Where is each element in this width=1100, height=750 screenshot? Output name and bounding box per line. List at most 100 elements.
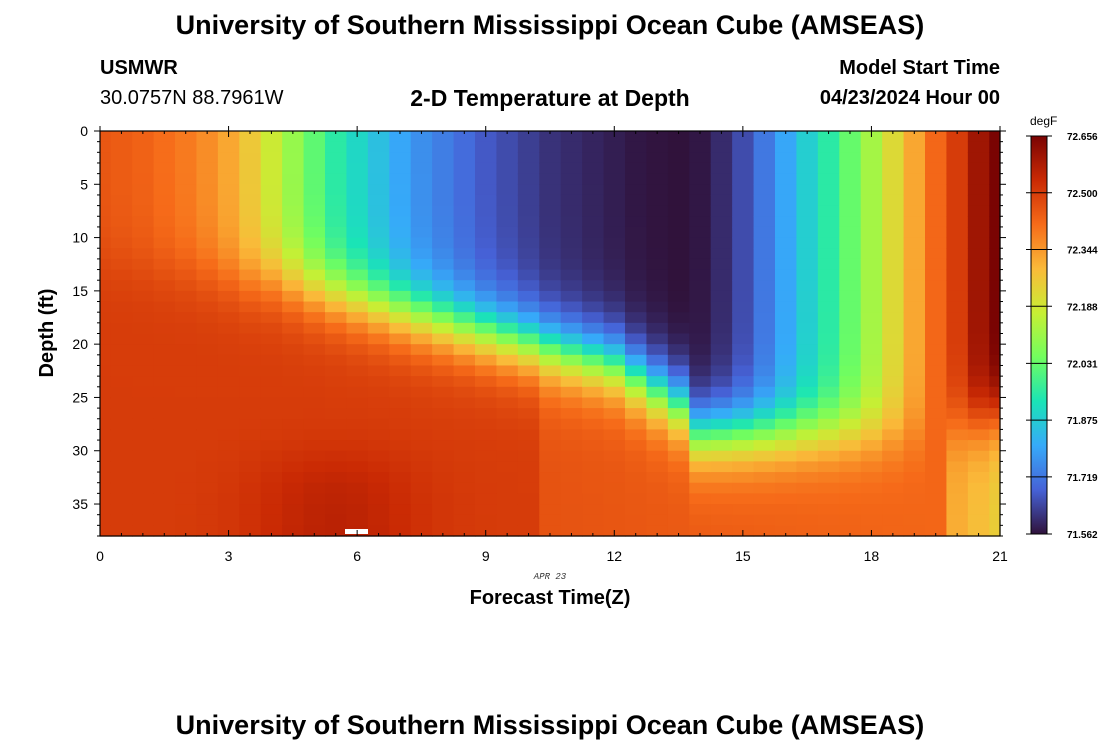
heatmap-cell xyxy=(325,429,348,441)
heatmap-cell xyxy=(475,152,498,164)
heatmap-cell xyxy=(475,493,498,505)
heatmap-cell xyxy=(196,514,219,526)
heatmap-cell xyxy=(775,365,798,377)
heatmap-cell xyxy=(346,440,369,452)
heatmap-cell xyxy=(110,131,133,143)
heatmap-cell xyxy=(946,131,969,143)
heatmap-cell xyxy=(839,322,862,335)
heatmap-cell xyxy=(282,322,305,335)
heatmap-cell xyxy=(603,344,626,356)
heatmap-cell xyxy=(196,237,219,249)
heatmap-cell xyxy=(817,226,840,239)
heatmap-cell xyxy=(175,397,198,409)
heatmap-cell xyxy=(560,514,583,526)
heatmap-cell xyxy=(153,258,176,271)
heatmap-cell xyxy=(946,429,969,441)
heatmap-cell xyxy=(325,482,348,494)
heatmap-cell xyxy=(989,131,1001,143)
heatmap-cell xyxy=(153,493,176,505)
heatmap-cell xyxy=(753,131,776,143)
heatmap-cell xyxy=(539,461,562,473)
heatmap-cell xyxy=(100,322,112,335)
heatmap-cell xyxy=(646,173,669,185)
heatmap-cell xyxy=(100,397,112,409)
heatmap-cell xyxy=(153,333,176,345)
heatmap-cell xyxy=(196,450,219,462)
heatmap-cell xyxy=(732,440,755,452)
heatmap-cell xyxy=(367,216,390,228)
heatmap-cell xyxy=(882,493,905,505)
heatmap-cell xyxy=(646,354,669,367)
heatmap-cell xyxy=(539,408,562,420)
heatmap-cell xyxy=(625,408,648,420)
heatmap-cell xyxy=(882,162,905,175)
heatmap-cell xyxy=(860,301,883,313)
heatmap-cell xyxy=(796,408,819,420)
heatmap-cell xyxy=(367,205,390,217)
heatmap-cell xyxy=(389,354,412,367)
heatmap-cell xyxy=(560,290,583,303)
heatmap-cell xyxy=(625,376,648,388)
heatmap-cell xyxy=(260,461,283,473)
heatmap-cell xyxy=(453,322,476,335)
heatmap-cell xyxy=(689,514,712,526)
station-coords: 30.0757N 88.7961W xyxy=(100,87,284,109)
heatmap-cell xyxy=(282,280,305,292)
heatmap-cell xyxy=(925,226,948,239)
heatmap-cell xyxy=(839,408,862,420)
heatmap-cell xyxy=(389,258,412,271)
heatmap-cell xyxy=(796,248,819,260)
heatmap-cell xyxy=(946,450,969,462)
heatmap-cell xyxy=(217,472,240,484)
heatmap-cell xyxy=(946,152,969,164)
heatmap-cell xyxy=(303,493,326,505)
heatmap-cell xyxy=(196,408,219,420)
heatmap-cell xyxy=(410,333,433,345)
heatmap-cell xyxy=(100,301,112,313)
heatmap-cell xyxy=(603,408,626,420)
heatmap-cell xyxy=(689,269,712,281)
heatmap-cell xyxy=(303,280,326,292)
heatmap-cell xyxy=(196,258,219,271)
heatmap-cell xyxy=(453,141,476,153)
heatmap-cell xyxy=(346,333,369,345)
heatmap-cell xyxy=(753,397,776,409)
heatmap-cell xyxy=(260,440,283,452)
heatmap-cell xyxy=(925,290,948,303)
heatmap-cell xyxy=(817,408,840,420)
heatmap-cell xyxy=(153,322,176,335)
heatmap-cell xyxy=(817,205,840,217)
heatmap-cell xyxy=(646,226,669,239)
heatmap-cell xyxy=(989,461,1001,473)
heatmap-cell xyxy=(839,429,862,441)
x-tick-label: 3 xyxy=(225,548,233,564)
heatmap-cell xyxy=(303,173,326,185)
heatmap-cell xyxy=(517,440,540,452)
heatmap-cell xyxy=(903,376,926,388)
heatmap-cell xyxy=(282,216,305,228)
heatmap-cell xyxy=(260,525,283,537)
heatmap-cell xyxy=(775,397,798,409)
heatmap-cell xyxy=(432,162,455,175)
heatmap-cell xyxy=(539,482,562,494)
x-tick-label: 21 xyxy=(992,548,1008,564)
heatmap-cell xyxy=(560,386,583,399)
heatmap-cell xyxy=(710,504,733,516)
heatmap-cell xyxy=(817,333,840,345)
heatmap-cell xyxy=(432,440,455,452)
heatmap-cell xyxy=(389,450,412,462)
heatmap-cell xyxy=(967,269,990,281)
heatmap-cell xyxy=(882,322,905,335)
heatmap-cell xyxy=(153,504,176,516)
heatmap-cell xyxy=(153,194,176,207)
heatmap-cell xyxy=(517,450,540,462)
heatmap-cell xyxy=(539,354,562,367)
heatmap-cell xyxy=(860,290,883,303)
heatmap-cell xyxy=(882,194,905,207)
heatmap-cell xyxy=(389,514,412,526)
heatmap-cell xyxy=(967,173,990,185)
heatmap-cell xyxy=(775,408,798,420)
heatmap-cell xyxy=(100,280,112,292)
heatmap-cell xyxy=(367,173,390,185)
heatmap-cell xyxy=(110,205,133,217)
